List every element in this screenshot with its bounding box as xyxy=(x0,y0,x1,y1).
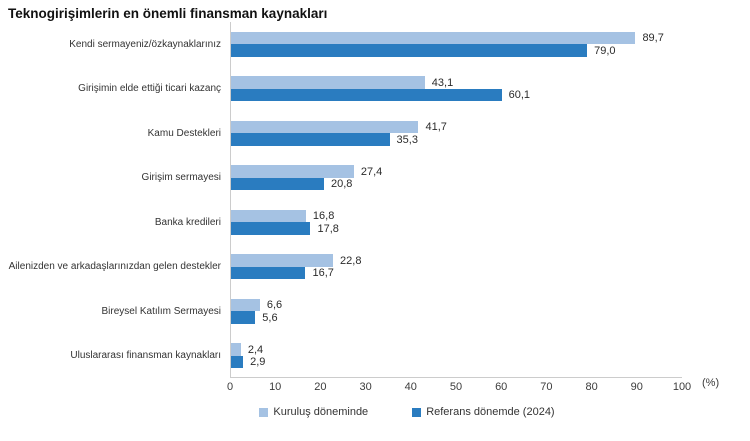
legend-swatch xyxy=(259,407,269,417)
bar-line: 17,8 xyxy=(230,222,682,235)
category-row: Banka kredileri 16,8 17,8 xyxy=(0,200,750,245)
category-label: Banka kredileri xyxy=(154,216,221,228)
x-tick-label: 70 xyxy=(540,381,553,393)
value-label: 22,8 xyxy=(340,254,362,267)
category-row: Kendi sermayeniz/özkaynaklarınız 89,7 79,0 xyxy=(0,22,750,67)
bar-referans-donemde xyxy=(230,44,588,57)
value-label: 6,6 xyxy=(266,299,283,311)
value-label: 16,8 xyxy=(312,210,335,222)
bar-referans-donemde xyxy=(230,177,325,191)
bar-referans-donemde xyxy=(230,133,390,146)
category-label: Girişimin elde ettiği ticari kazanç xyxy=(78,83,221,94)
x-tick-label: 80 xyxy=(585,381,598,393)
x-tick-label: 90 xyxy=(630,381,643,393)
bar-referans-donemde xyxy=(230,88,502,102)
category-row: Bireysel Katılım Sermayesi 6,6 5,6 xyxy=(0,289,750,334)
chart-title: Teknogirişimlerin en önemli finansman ka… xyxy=(8,6,328,21)
category-label: Kamu Destekleri xyxy=(147,127,221,139)
bar-line: 16,8 xyxy=(230,209,682,223)
value-label: 2,9 xyxy=(250,356,266,368)
bar-line: 22,8 xyxy=(230,254,682,267)
value-label: 20,8 xyxy=(331,178,353,190)
bar-group: 43,1 60,1 xyxy=(230,76,682,102)
bar-line: 20,8 xyxy=(230,177,682,191)
x-tick-label: 0 xyxy=(226,381,234,393)
bar-group: 41,7 35,3 xyxy=(230,120,682,146)
x-tick-label: 30 xyxy=(359,381,372,393)
bar-line: 43,1 xyxy=(230,76,682,89)
bar-referans-donemde xyxy=(230,311,256,324)
bar-kurulus-doneminde xyxy=(230,343,241,356)
bar-line: 16,7 xyxy=(230,266,682,280)
value-label: 43,1 xyxy=(431,76,454,89)
value-label: 16,7 xyxy=(312,267,334,279)
bar-line: 35,3 xyxy=(230,133,682,146)
value-label: 2,4 xyxy=(247,343,264,356)
bar-kurulus-doneminde xyxy=(230,120,419,134)
bar-line: 27,4 xyxy=(230,165,682,178)
bar-referans-donemde xyxy=(230,266,306,280)
bar-referans-donemde xyxy=(230,355,244,369)
bar-line: 60,1 xyxy=(230,88,682,102)
legend-label: Referans dönemde (2024) xyxy=(426,406,555,418)
legend-swatch xyxy=(412,407,422,417)
bar-line: 79,0 xyxy=(230,44,682,57)
bar-kurulus-doneminde xyxy=(230,165,354,178)
bar-line: 2,4 xyxy=(230,343,682,356)
value-label: 41,7 xyxy=(425,121,447,133)
legend: Kuruluş döneminde Referans dönemde (2024) xyxy=(0,406,750,418)
bar-referans-donemde xyxy=(230,222,311,235)
bar-kurulus-doneminde xyxy=(230,254,334,267)
value-label: 17,8 xyxy=(317,222,339,235)
value-label: 89,7 xyxy=(642,32,664,44)
bar-line: 89,7 xyxy=(230,31,682,45)
x-tick-label: 20 xyxy=(314,381,327,393)
category-label: Ailenizden ve arkadaşlarınızdan gelen de… xyxy=(8,261,221,272)
bar-group: 22,8 16,7 xyxy=(230,254,682,280)
x-tick-label: 40 xyxy=(404,381,417,393)
bar-group: 89,7 79,0 xyxy=(230,31,682,57)
bar-line: 2,9 xyxy=(230,355,682,369)
bar-chart: Kendi sermayeniz/özkaynaklarınız 89,7 79,0… xyxy=(0,22,750,378)
bar-group: 2,4 2,9 xyxy=(230,343,682,369)
x-tick-label: 60 xyxy=(495,381,508,393)
legend-label: Kuruluş döneminde xyxy=(273,406,369,418)
legend-item: Kuruluş döneminde xyxy=(259,406,368,418)
bar-kurulus-doneminde xyxy=(230,298,260,312)
x-tick-label: 10 xyxy=(269,381,282,393)
legend-item: Referans dönemde (2024) xyxy=(412,406,555,418)
value-label: 35,3 xyxy=(396,133,418,146)
value-label: 60,1 xyxy=(508,89,531,101)
category-row: Girişimin elde ettiği ticari kazanç 43,1 6… xyxy=(0,67,750,112)
category-row: Kamu Destekleri 41,7 35,3 xyxy=(0,111,750,156)
x-tick-label: 50 xyxy=(449,381,463,393)
bar-kurulus-doneminde xyxy=(230,209,306,223)
category-row: Uluslararası finansman kaynakları 2,4 2,9 xyxy=(0,334,750,379)
value-label: 5,6 xyxy=(262,311,278,324)
bar-line: 5,6 xyxy=(230,311,682,324)
value-label: 27,4 xyxy=(360,165,383,178)
value-label: 79,0 xyxy=(594,44,616,57)
bar-group: 27,4 20,8 xyxy=(230,165,682,191)
bar-kurulus-doneminde xyxy=(230,31,636,45)
category-row: Girişim sermayesi 27,4 20,8 xyxy=(0,156,750,201)
bar-group: 6,6 5,6 xyxy=(230,298,682,324)
category-label: Bireysel Katılım Sermayesi xyxy=(101,305,221,317)
category-label: Girişim sermayesi xyxy=(141,172,221,183)
x-tick-label: 100 xyxy=(672,381,692,393)
bar-line: 6,6 xyxy=(230,298,682,312)
category-label: Uluslararası finansman kaynakları xyxy=(70,350,221,361)
bar-line: 41,7 xyxy=(230,120,682,134)
axis-unit-label: (%) xyxy=(702,377,720,389)
bar-group: 16,8 17,8 xyxy=(230,209,682,235)
category-row: Ailenizden ve arkadaşlarınızdan gelen de… xyxy=(0,245,750,290)
x-axis: (%) 0 10 20 30 40 50 60 70 80 90 100 xyxy=(226,377,719,395)
bar-kurulus-doneminde xyxy=(230,76,425,89)
category-label: Kendi sermayeniz/özkaynaklarınız xyxy=(69,38,221,50)
